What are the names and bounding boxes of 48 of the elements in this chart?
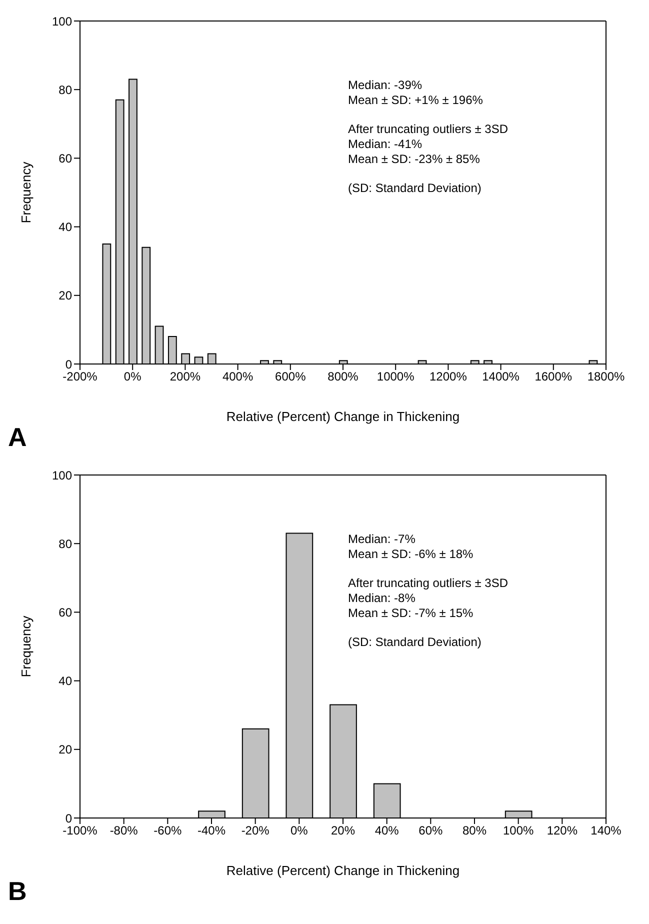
x-tick-label: 40% <box>374 824 400 838</box>
y-tick-label: 80 <box>58 82 72 97</box>
y-tick-label: 80 <box>58 536 72 551</box>
x-tick-label: -80% <box>110 824 138 838</box>
y-tick-label: 0 <box>65 357 72 372</box>
x-tick-label: 200% <box>170 370 201 384</box>
y-tick-label: 100 <box>52 468 72 482</box>
annotation: (SD: Standard Deviation) <box>348 635 482 650</box>
x-tick-label: 60% <box>418 824 443 838</box>
x-tick-label: 0% <box>290 824 308 838</box>
x-tick-label: 400% <box>222 370 254 384</box>
x-tick-label: 100% <box>502 824 534 838</box>
x-tick-label: 20% <box>330 824 356 838</box>
x-tick-label: -60% <box>154 824 182 838</box>
y-axis-title: Frequency <box>18 615 34 678</box>
x-axis-title: Relative (Percent) Change in Thickening <box>226 409 460 424</box>
x-tick-label: -100% <box>62 824 98 838</box>
annotation: After truncating outliers ± 3SD Median: -41% Mean ± SD: -23% ± 85% <box>348 122 508 167</box>
y-tick-label: 40 <box>58 674 72 688</box>
y-tick-label: 20 <box>58 288 72 303</box>
x-tick-label: 80% <box>462 824 487 838</box>
x-tick-label: 1800% <box>587 370 626 384</box>
x-tick-label: -40% <box>197 824 226 838</box>
x-tick-label: 0% <box>124 370 142 384</box>
x-tick-label: 800% <box>328 370 359 384</box>
x-tick-label: 1000% <box>376 370 415 384</box>
annotation: After truncating outliers ± 3SD Median: -8% Mean ± SD: -7% ± 15% <box>348 576 508 621</box>
annotation: Median: -39% Mean ± SD: +1% ± 196% <box>348 78 484 108</box>
y-axis-title: Frequency <box>18 161 34 224</box>
y-tick-label: 40 <box>58 220 72 234</box>
x-tick-label: 1600% <box>534 370 572 384</box>
x-tick-label: -200% <box>62 370 98 384</box>
annotation: (SD: Standard Deviation) <box>348 181 482 196</box>
x-tick-label: 600% <box>275 370 306 384</box>
x-tick-label: 120% <box>546 824 578 838</box>
y-tick-label: 0 <box>65 811 72 826</box>
y-tick-label: 60 <box>58 151 72 166</box>
x-tick-label: -20% <box>241 824 270 838</box>
text: A <box>8 422 27 453</box>
x-tick-label: 1400% <box>482 370 520 384</box>
y-tick-label: 100 <box>52 14 72 28</box>
x-tick-label: 140% <box>590 824 622 838</box>
y-tick-label: 60 <box>58 605 72 620</box>
x-axis-title: Relative (Percent) Change in Thickening <box>226 863 460 878</box>
x-tick-label: 1200% <box>430 370 468 384</box>
y-tick-label: 20 <box>58 742 72 757</box>
text: B <box>8 876 27 907</box>
annotation: Median: -7% Mean ± SD: -6% ± 18% <box>348 532 474 562</box>
